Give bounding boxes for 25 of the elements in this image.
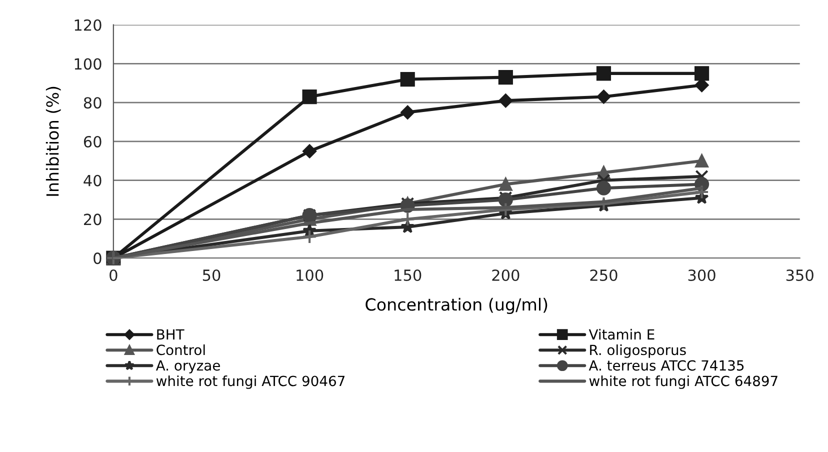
x-tick-label: 0: [110, 269, 118, 282]
x-tick-label: 300: [688, 269, 716, 282]
legend-label: white rot fungi ATCC 64897: [589, 375, 778, 389]
legend-label: A. terreus ATCC 74135: [588, 360, 744, 371]
x-tick-label: 150: [394, 269, 422, 282]
legend-label: white rot fungi ATCC 90467: [156, 375, 345, 389]
legend-label: Control: [156, 344, 205, 356]
y-tick-label: 20: [84, 214, 102, 226]
x-tick-label: 200: [492, 269, 520, 282]
y-tick-label: 0: [94, 252, 102, 264]
y-tick-label: 120: [74, 19, 102, 31]
y-tick-label: 100: [74, 58, 102, 70]
legend-label: R. oligosporus: [590, 344, 686, 358]
x-tick-label: 50: [202, 269, 220, 282]
y-axis-title: Inhibition (%): [46, 86, 61, 196]
x-tick-label: 100: [296, 269, 324, 282]
legend-label: A. oryzae: [156, 360, 220, 374]
y-tick-label: 40: [84, 174, 102, 186]
legend-label: Vitamin E: [588, 328, 654, 340]
legend-label: BHT: [157, 329, 184, 340]
x-tick-label: 250: [590, 269, 618, 282]
y-tick-label: 80: [84, 97, 102, 109]
y-tick-label: 60: [84, 136, 102, 148]
x-tick-label: 350: [786, 269, 814, 282]
x-axis-title: Concentration (ug/ml): [366, 298, 548, 314]
